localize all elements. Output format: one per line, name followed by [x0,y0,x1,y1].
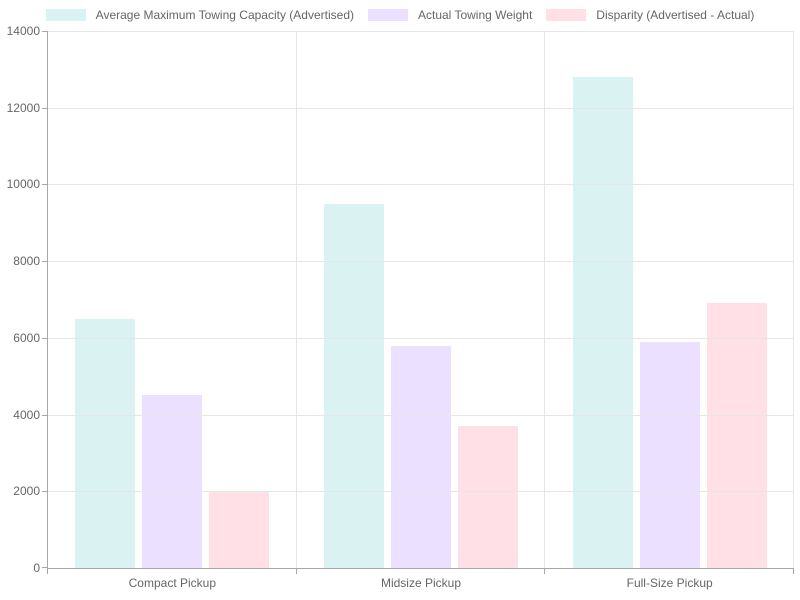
legend-swatch-icon [45,9,86,21]
y-tick-label: 4000 [13,407,40,422]
y-tick-mark [42,414,48,416]
legend-label: Average Maximum Towing Capacity (Adverti… [95,8,354,22]
x-tick-label: Full-Size Pickup [626,576,713,590]
bar[interactable] [323,203,384,568]
bar[interactable] [390,345,451,568]
h-gridline [48,107,794,109]
bar[interactable] [457,426,518,568]
bar[interactable] [75,318,136,568]
y-tick-mark [42,184,48,186]
x-tick-mark [793,568,794,574]
legend-item[interactable]: Actual Towing Weight [367,8,533,22]
h-gridline [48,31,794,32]
plot-area [42,31,794,574]
h-gridline [48,337,794,339]
legend-item[interactable]: Disparity (Advertised - Actual) [546,8,754,22]
y-tick-label: 10000 [6,177,40,192]
y-tick-mark [42,31,48,32]
legend-label: Disparity (Advertised - Actual) [596,8,755,22]
bar[interactable] [639,341,700,568]
h-gridline [48,414,794,416]
bar-group [48,31,297,568]
x-tick-label: Compact Pickup [128,576,217,590]
bar[interactable] [706,303,767,568]
h-gridline [48,261,794,263]
y-tick-mark [42,567,48,568]
x-tick-mark [544,568,546,574]
y-tick-label: 0 [33,561,40,575]
y-axis: 0 2000 4000 6000 8000 10000 12000 14000 [0,25,42,574]
bar[interactable] [209,491,270,568]
v-gridline [793,31,794,568]
x-tick-label: Midsize Pickup [380,576,461,590]
bar-group [545,31,794,568]
x-tick-mark [295,568,297,574]
bar-group [297,31,546,568]
y-tick-label: 14000 [6,24,40,38]
y-tick-label: 2000 [13,484,40,499]
legend-swatch-icon [546,9,587,21]
v-gridline [295,31,297,568]
v-gridline [544,31,546,568]
y-tick-mark [42,337,48,339]
y-tick-label: 8000 [13,254,40,269]
y-axis-line [47,31,48,568]
h-gridline [48,491,794,493]
legend-swatch-icon [367,9,408,21]
x-tick-mark [47,568,48,574]
x-axis-line [47,568,794,569]
legend-label: Actual Towing Weight [417,8,533,22]
bar[interactable] [572,77,633,568]
x-axis: Compact Pickup Midsize Pickup Full-Size Pi… [48,569,794,595]
h-gridline [48,184,794,186]
y-tick-label: 12000 [6,100,40,115]
bar[interactable] [142,395,203,568]
y-tick-label: 6000 [13,330,40,345]
y-tick-mark [42,107,48,109]
chart-legend: Average Maximum Towing Capacity (Adverti… [0,8,800,22]
y-tick-mark [42,491,48,493]
y-tick-mark [42,261,48,263]
legend-item[interactable]: Average Maximum Towing Capacity (Adverti… [45,8,354,22]
bar-groups [48,31,794,568]
